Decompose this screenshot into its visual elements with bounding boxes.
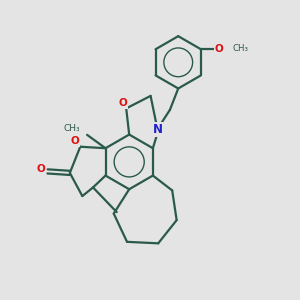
Text: O: O [70,136,79,146]
Text: CH₃: CH₃ [64,124,80,134]
Text: N: N [152,123,162,136]
Text: O: O [37,164,45,174]
Text: O: O [215,44,224,54]
Text: CH₃: CH₃ [233,44,249,53]
Text: O: O [118,98,127,108]
